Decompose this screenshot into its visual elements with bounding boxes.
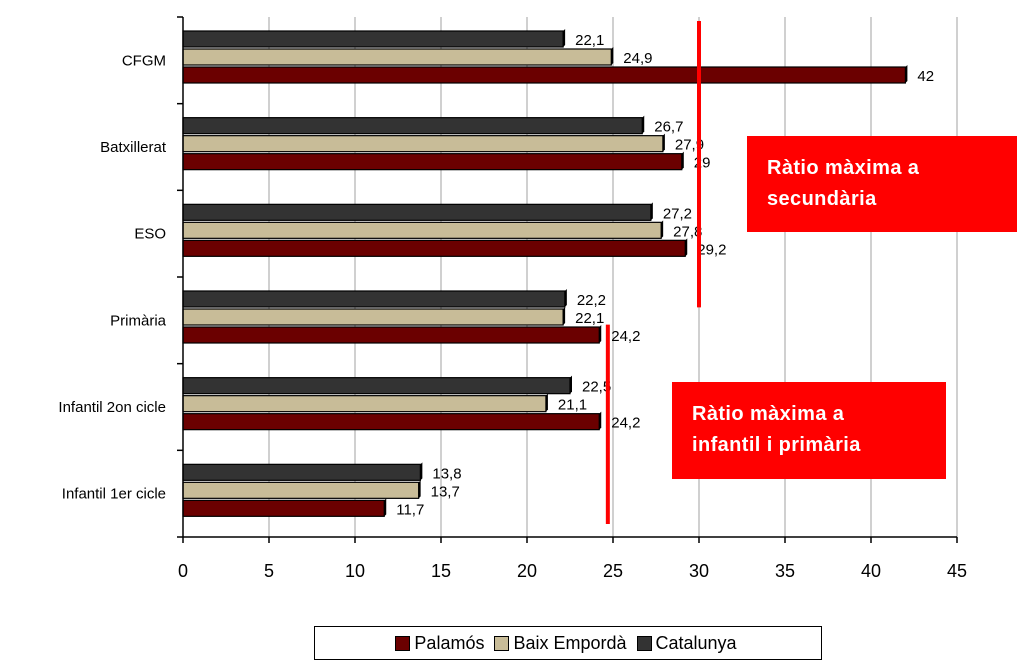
- legend-swatch-baix-emporda: [494, 635, 510, 651]
- category-labels: CFGM Batxillerat ESO Primària Infantil 2on c…: [58, 52, 166, 502]
- x-tick-label-0: 0: [178, 561, 188, 581]
- x-tick-labels: 0 5 10 15 20 25 30 35 40 45: [178, 561, 967, 581]
- bar-baix-emporda-batxillerat: [182, 135, 664, 153]
- x-tick-label-40: 40: [861, 561, 881, 581]
- bar-baix-emporda-primaria: [182, 308, 564, 326]
- bar-catalunya-batxillerat: [182, 117, 643, 135]
- bar-baix-emporda-infantil-2on-cicle: [182, 395, 547, 413]
- legend-swatch-catalunya: [636, 635, 652, 651]
- legend-label-catalunya: Catalunya: [655, 632, 737, 653]
- x-tick-label-45: 45: [947, 561, 967, 581]
- value-label-catalunya-batxillerat: 26,7: [654, 119, 683, 136]
- value-label-baix-emporda-cfgm: 24,9: [623, 50, 652, 67]
- value-label-palamos-eso: 29,2: [697, 241, 726, 258]
- value-label-catalunya-infantil-2on-cicle: 22,5: [582, 379, 611, 396]
- value-label-baix-emporda-infantil-2on-cicle: 21,1: [558, 397, 587, 414]
- x-tick-label-20: 20: [517, 561, 537, 581]
- reference-lines: [605, 21, 701, 524]
- bar-catalunya-cfgm: [182, 30, 564, 48]
- bar-baix-emporda-infantil-1er-cicle: [182, 481, 420, 499]
- bar-palamos-eso: [182, 239, 686, 257]
- legend-swatch-palamos: [395, 635, 411, 651]
- annotation-primary-max-ratio: Ràtio màxima a infantil i primària: [672, 382, 946, 479]
- value-label-palamos-batxillerat: 29: [694, 155, 711, 172]
- annotation-secondary-max-ratio: Ràtio màxima a secundària: [747, 136, 1017, 232]
- x-tick-label-5: 5: [264, 561, 274, 581]
- legend-item-baix-emporda: Baix Empordà: [494, 632, 627, 654]
- bar-palamos-infantil-2on-cicle: [182, 413, 600, 431]
- value-label-catalunya-primaria: 22,2: [577, 292, 606, 309]
- bar-palamos-cfgm: [182, 66, 907, 84]
- legend-label-baix-emporda: Baix Empordà: [513, 632, 627, 653]
- x-tick-label-35: 35: [775, 561, 795, 581]
- legend-label-palamos: Palamós: [414, 632, 485, 653]
- category-label-primaria: Primària: [110, 312, 166, 329]
- value-label-palamos-infantil-2on-cicle: 24,2: [611, 415, 640, 432]
- x-tick-label-25: 25: [603, 561, 623, 581]
- bar-catalunya-eso: [182, 203, 652, 221]
- value-label-catalunya-cfgm: 22,1: [575, 32, 604, 49]
- value-label-palamos-cfgm: 42: [917, 68, 934, 85]
- category-label-infantil-2on-cicle: Infantil 2on cicle: [58, 399, 166, 416]
- category-label-batxillerat: Batxillerat: [100, 139, 167, 156]
- value-label-catalunya-eso: 27,2: [663, 205, 692, 222]
- category-label-eso: ESO: [134, 226, 166, 243]
- category-label-cfgm: CFGM: [122, 52, 166, 69]
- value-label-baix-emporda-infantil-1er-cicle: 13,7: [431, 483, 460, 500]
- bar-baix-emporda-eso: [182, 221, 662, 239]
- value-label-catalunya-infantil-1er-cicle: 13,8: [432, 465, 461, 482]
- value-label-palamos-infantil-1er-cicle: 11,7: [396, 501, 424, 518]
- bar-palamos-batxillerat: [182, 153, 683, 171]
- x-tick-label-30: 30: [689, 561, 709, 581]
- bar-palamos-infantil-1er-cicle: [182, 499, 385, 517]
- bar-catalunya-infantil-2on-cicle: [182, 377, 571, 395]
- legend-item-catalunya: Catalunya: [636, 632, 737, 654]
- bar-catalunya-primaria: [182, 290, 566, 308]
- category-label-infantil-1er-cicle: Infantil 1er cicle: [62, 486, 166, 503]
- bar-catalunya-infantil-1er-cicle: [182, 463, 421, 481]
- value-label-baix-emporda-eso: 27,8: [673, 223, 702, 240]
- bar-baix-emporda-cfgm: [182, 48, 612, 66]
- x-tick-label-10: 10: [345, 561, 365, 581]
- value-labels: 22,124,94226,727,92927,227,829,222,222,1…: [396, 32, 934, 518]
- legend: Palamós Baix Empordà Catalunya: [314, 626, 822, 660]
- value-label-baix-emporda-primaria: 22,1: [575, 310, 604, 327]
- value-label-palamos-primaria: 24,2: [611, 328, 640, 345]
- axes: [177, 16, 958, 543]
- legend-item-palamos: Palamós: [395, 633, 484, 654]
- value-label-baix-emporda-batxillerat: 27,9: [675, 137, 704, 154]
- x-tick-label-15: 15: [431, 561, 451, 581]
- bar-palamos-primaria: [182, 326, 600, 344]
